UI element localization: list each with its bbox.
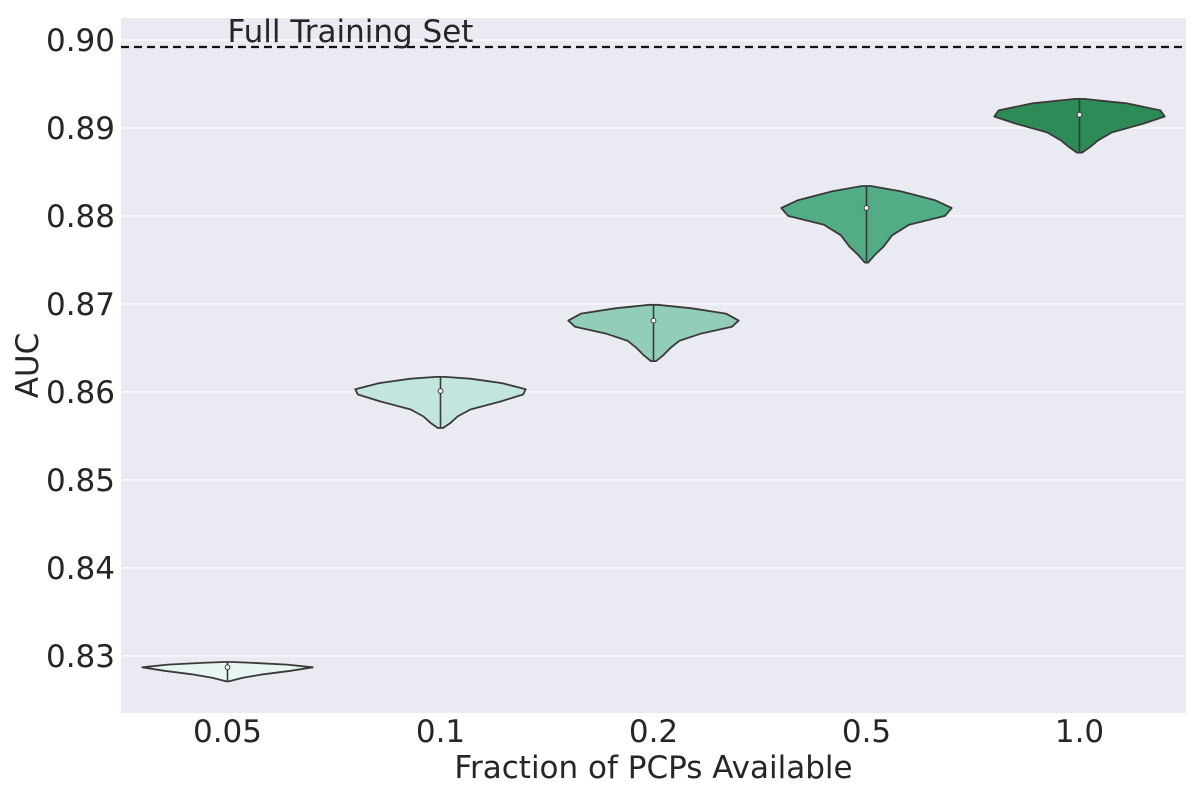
- x-tick-label: 0.05: [193, 714, 262, 750]
- violin: [141, 661, 314, 683]
- x-tick-label: 0.2: [629, 714, 678, 750]
- y-tick-label: 0.89: [46, 111, 115, 147]
- violin: [354, 376, 527, 429]
- y-axis-label: AUC: [10, 333, 46, 399]
- y-tick-label: 0.87: [46, 287, 115, 323]
- y-tick-labels: 0.83 0.84 0.85 0.86 0.87 0.88 0.89 0.90: [46, 23, 115, 675]
- violins: [141, 98, 1166, 683]
- gridlines: [121, 39, 1186, 657]
- x-tick-label: 1.0: [1055, 714, 1104, 750]
- y-tick-label: 0.90: [46, 23, 115, 59]
- y-tick-label: 0.84: [46, 551, 115, 587]
- violin: [567, 303, 740, 362]
- x-tick-labels: 0.05 0.1 0.2 0.5 1.0: [193, 714, 1104, 750]
- x-tick-label: 0.1: [416, 714, 465, 750]
- y-tick-label: 0.86: [46, 375, 115, 411]
- y-tick-label: 0.83: [46, 639, 115, 675]
- y-tick-label: 0.85: [46, 463, 115, 499]
- violin-median-point: [224, 664, 231, 671]
- violin: [780, 185, 953, 264]
- violin: [993, 98, 1166, 154]
- violin-median-point: [1076, 111, 1083, 118]
- x-tick-label: 0.5: [842, 714, 891, 750]
- violin-median-point: [650, 317, 657, 324]
- violin-median-point: [863, 205, 870, 211]
- y-tick-label: 0.88: [46, 199, 115, 235]
- full-training-set-label: Full Training Set: [228, 14, 474, 50]
- plot-background: [121, 18, 1186, 713]
- x-axis-label: Fraction of PCPs Available: [454, 750, 852, 786]
- reference-line-group: Full Training Set: [121, 14, 1186, 50]
- violin-median-point: [437, 388, 444, 394]
